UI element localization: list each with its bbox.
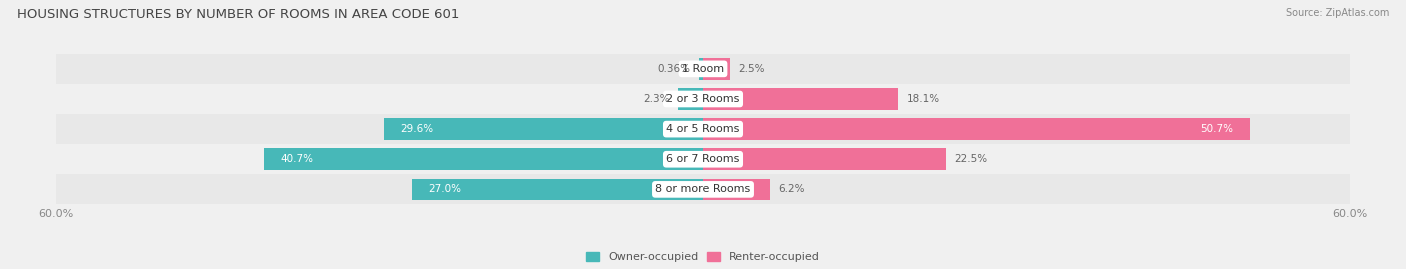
Text: 2 or 3 Rooms: 2 or 3 Rooms: [666, 94, 740, 104]
Legend: Owner-occupied, Renter-occupied: Owner-occupied, Renter-occupied: [581, 247, 825, 267]
Bar: [56, 114, 1350, 144]
Bar: [56, 54, 1350, 84]
Text: HOUSING STRUCTURES BY NUMBER OF ROOMS IN AREA CODE 601: HOUSING STRUCTURES BY NUMBER OF ROOMS IN…: [17, 8, 460, 21]
Text: 4 or 5 Rooms: 4 or 5 Rooms: [666, 124, 740, 134]
Text: 22.5%: 22.5%: [955, 154, 987, 164]
Bar: [412, 179, 703, 200]
Bar: [56, 174, 1350, 204]
Bar: [384, 118, 703, 140]
Bar: [703, 88, 898, 110]
Text: 18.1%: 18.1%: [907, 94, 939, 104]
Text: 0.36%: 0.36%: [658, 64, 690, 74]
Text: 1 Room: 1 Room: [682, 64, 724, 74]
Text: 8 or more Rooms: 8 or more Rooms: [655, 184, 751, 194]
Text: 6 or 7 Rooms: 6 or 7 Rooms: [666, 154, 740, 164]
Text: 6.2%: 6.2%: [779, 184, 806, 194]
Text: 2.3%: 2.3%: [643, 94, 669, 104]
Bar: [699, 58, 703, 80]
Bar: [703, 179, 770, 200]
Text: 29.6%: 29.6%: [401, 124, 433, 134]
Text: 27.0%: 27.0%: [429, 184, 461, 194]
Bar: [703, 118, 1250, 140]
Bar: [703, 148, 945, 170]
Text: 2.5%: 2.5%: [738, 64, 765, 74]
Bar: [678, 88, 703, 110]
Text: Source: ZipAtlas.com: Source: ZipAtlas.com: [1285, 8, 1389, 18]
Text: 40.7%: 40.7%: [280, 154, 314, 164]
Text: 50.7%: 50.7%: [1201, 124, 1233, 134]
Bar: [703, 58, 730, 80]
Bar: [56, 84, 1350, 114]
Bar: [56, 144, 1350, 174]
Bar: [264, 148, 703, 170]
